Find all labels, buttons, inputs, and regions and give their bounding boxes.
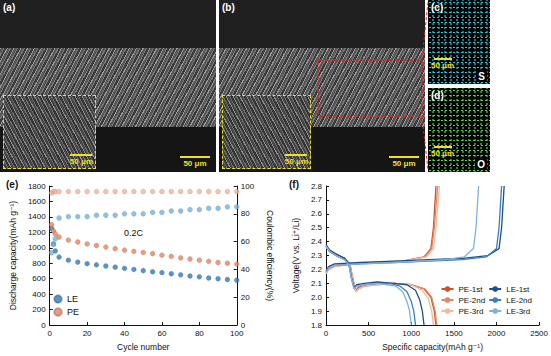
svg-text:80: 80: [195, 329, 204, 338]
svg-text:2.5: 2.5: [311, 223, 323, 232]
svg-text:800: 800: [32, 259, 46, 268]
svg-text:2500: 2500: [530, 329, 548, 338]
html-text:(d): (d): [431, 90, 444, 101]
html-text:(a): (a): [3, 2, 16, 13]
svg-text:1.9: 1.9: [311, 307, 323, 316]
html-text:(b): (b): [222, 2, 235, 13]
svg-text:500: 500: [362, 329, 376, 338]
svg-text:PE: PE: [67, 307, 79, 317]
svg-text:1000: 1000: [28, 243, 46, 252]
svg-text:80: 80: [241, 209, 250, 218]
svg-text:Discharge capacity(mAh g⁻¹): Discharge capacity(mAh g⁻¹): [8, 201, 18, 311]
svg-text:2.8: 2.8: [311, 182, 323, 191]
svg-text:1800: 1800: [28, 182, 46, 191]
svg-text:Cycle number: Cycle number: [117, 342, 170, 352]
svg-text:0.2C: 0.2C: [124, 228, 144, 238]
svg-text:0: 0: [47, 329, 52, 338]
html-text:O: O: [477, 159, 485, 170]
html-text:50 μm: 50 μm: [284, 157, 308, 166]
svg-text:2000: 2000: [488, 329, 506, 338]
svg-text:1500: 1500: [445, 329, 463, 338]
svg-text:2.6: 2.6: [311, 209, 323, 218]
svg-text:400: 400: [32, 290, 46, 299]
svg-text:0: 0: [41, 321, 46, 330]
svg-text:Specific capacity(mAh g⁻¹): Specific capacity(mAh g⁻¹): [382, 342, 483, 352]
svg-text:2.4: 2.4: [311, 237, 323, 246]
html-text:50 μm: 50 μm: [431, 61, 455, 70]
svg-text:(f): (f): [289, 179, 299, 190]
svg-text:40: 40: [241, 265, 250, 274]
svg-text:100: 100: [230, 329, 244, 338]
html-text:50 μm: 50 μm: [431, 149, 455, 158]
svg-text:1600: 1600: [28, 197, 46, 206]
svg-text:0: 0: [324, 329, 329, 338]
html-text:50 μm: 50 μm: [69, 157, 93, 166]
html-text:S: S: [478, 71, 485, 82]
svg-text:60: 60: [157, 329, 166, 338]
svg-text:1200: 1200: [28, 228, 46, 237]
html-text:50 μm: 50 μm: [392, 159, 416, 168]
svg-text:LE: LE: [67, 294, 78, 304]
svg-text:2.2: 2.2: [311, 265, 323, 274]
svg-text:20: 20: [241, 293, 250, 302]
svg-text:20: 20: [83, 329, 92, 338]
html-text:(c): (c): [431, 2, 444, 13]
svg-text:2.0: 2.0: [311, 293, 323, 302]
svg-text:PE-2nd: PE-2nd: [459, 296, 486, 305]
svg-text:2.1: 2.1: [311, 279, 323, 288]
svg-text:60: 60: [241, 237, 250, 246]
svg-text:600: 600: [32, 274, 46, 283]
svg-text:1400: 1400: [28, 212, 46, 221]
svg-text:2.7: 2.7: [311, 195, 323, 204]
svg-text:2.3: 2.3: [311, 251, 323, 260]
svg-text:0: 0: [240, 320, 246, 330]
svg-text:Voltage(V vs. Li⁺/Li): Voltage(V vs. Li⁺/Li): [291, 218, 301, 294]
svg-text:100: 100: [241, 182, 255, 191]
svg-text:1.8: 1.8: [311, 321, 323, 330]
html-text:50 μm: 50 μm: [183, 159, 207, 168]
svg-text:PE-1st: PE-1st: [459, 285, 484, 294]
svg-text:Coulombic efficiency(%): Coulombic efficiency(%): [265, 210, 275, 301]
svg-text:PE-3rd: PE-3rd: [459, 307, 484, 316]
svg-text:LE-2nd: LE-2nd: [506, 296, 532, 305]
svg-text:LE-3rd: LE-3rd: [506, 307, 530, 316]
svg-text:(e): (e): [6, 179, 18, 190]
svg-text:1000: 1000: [402, 329, 420, 338]
svg-text:200: 200: [32, 305, 46, 314]
svg-text:40: 40: [120, 329, 129, 338]
svg-text:LE-1st: LE-1st: [506, 285, 530, 294]
